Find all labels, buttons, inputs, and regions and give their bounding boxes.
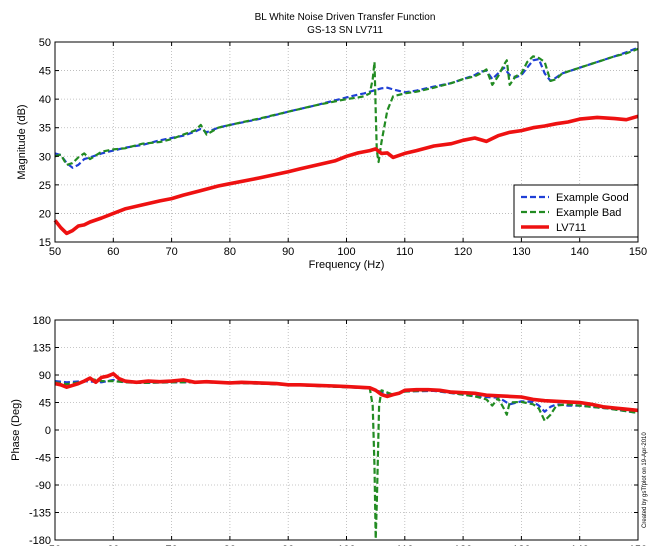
- y-tick-label: -45: [35, 453, 51, 465]
- watermark: Created by gsTfplot on 19-Apr-2010: [642, 432, 648, 528]
- phase-plot: 50 60 70 80 90 100 110 120 130 140 150 180 135 90 45 0 -…: [10, 315, 647, 546]
- series-line-2: [53, 114, 639, 236]
- legend-label-lv711: LV711: [556, 222, 586, 234]
- y-tick-label: 20: [39, 208, 51, 220]
- magnitude-plot: 50 60 70 80 90 100 110 120 130 140 150 15 20 25 30 35 40…: [16, 37, 647, 271]
- x-tick-label: 150: [629, 246, 647, 258]
- x-tick-label: 100: [337, 246, 355, 258]
- series-line-0: [54, 46, 639, 169]
- y-tick-label: 135: [33, 343, 51, 355]
- x-tick-label: 60: [107, 246, 119, 258]
- y-tick-label: 30: [39, 151, 51, 163]
- legend: Example Good Example Bad LV711: [513, 184, 639, 238]
- series-line-1: [54, 47, 639, 166]
- y-tick-label: -180: [29, 535, 51, 546]
- y-tick-label: 180: [33, 315, 51, 327]
- y-tick-label: 25: [39, 180, 51, 192]
- x-tick-label: 130: [512, 246, 530, 258]
- y-tick-label: 15: [39, 237, 51, 249]
- x-tick-label: 80: [224, 246, 236, 258]
- y-tick-label: 40: [39, 94, 51, 106]
- chart-title: BL White Noise Driven Transfer Function: [255, 12, 436, 23]
- y-tick-label: -90: [35, 480, 51, 492]
- y-tick-label: 35: [39, 123, 51, 135]
- x-tick-label: 70: [165, 544, 177, 546]
- x-tick-label: 140: [571, 246, 589, 258]
- x-tick-label: 140: [571, 544, 589, 546]
- x-tick-label: 150: [629, 544, 647, 546]
- y-axis-label: Magnitude (dB): [16, 104, 28, 179]
- x-tick-label: 130: [512, 544, 530, 546]
- x-tick-label: 120: [454, 246, 472, 258]
- x-axis-label: Frequency (Hz): [309, 259, 385, 271]
- x-tick-label: 110: [396, 544, 414, 546]
- legend-label-good: Example Good: [556, 192, 629, 204]
- legend-label-bad: Example Bad: [556, 207, 621, 219]
- x-tick-label: 100: [337, 544, 355, 546]
- x-tick-label: 80: [224, 544, 236, 546]
- x-tick-label: 90: [282, 246, 294, 258]
- y-axis-label: Phase (Deg): [10, 399, 22, 461]
- x-tick-label: 50: [49, 246, 61, 258]
- y-tick-label: -135: [29, 508, 51, 520]
- y-tick-label: 45: [39, 398, 51, 410]
- y-tick-label: 45: [39, 66, 51, 78]
- y-tick-label: 50: [39, 37, 51, 49]
- x-tick-label: 60: [107, 544, 119, 546]
- x-tick-label: 90: [282, 544, 294, 546]
- x-tick-label: 50: [49, 544, 61, 546]
- x-tick-label: 120: [454, 544, 472, 546]
- chart-subtitle: GS-13 SN LV711: [307, 25, 383, 36]
- x-tick-label: 110: [396, 246, 414, 258]
- x-tick-label: 70: [165, 246, 177, 258]
- y-tick-label: 0: [45, 425, 51, 437]
- series-line-2: [54, 372, 639, 413]
- y-tick-label: 90: [39, 370, 51, 382]
